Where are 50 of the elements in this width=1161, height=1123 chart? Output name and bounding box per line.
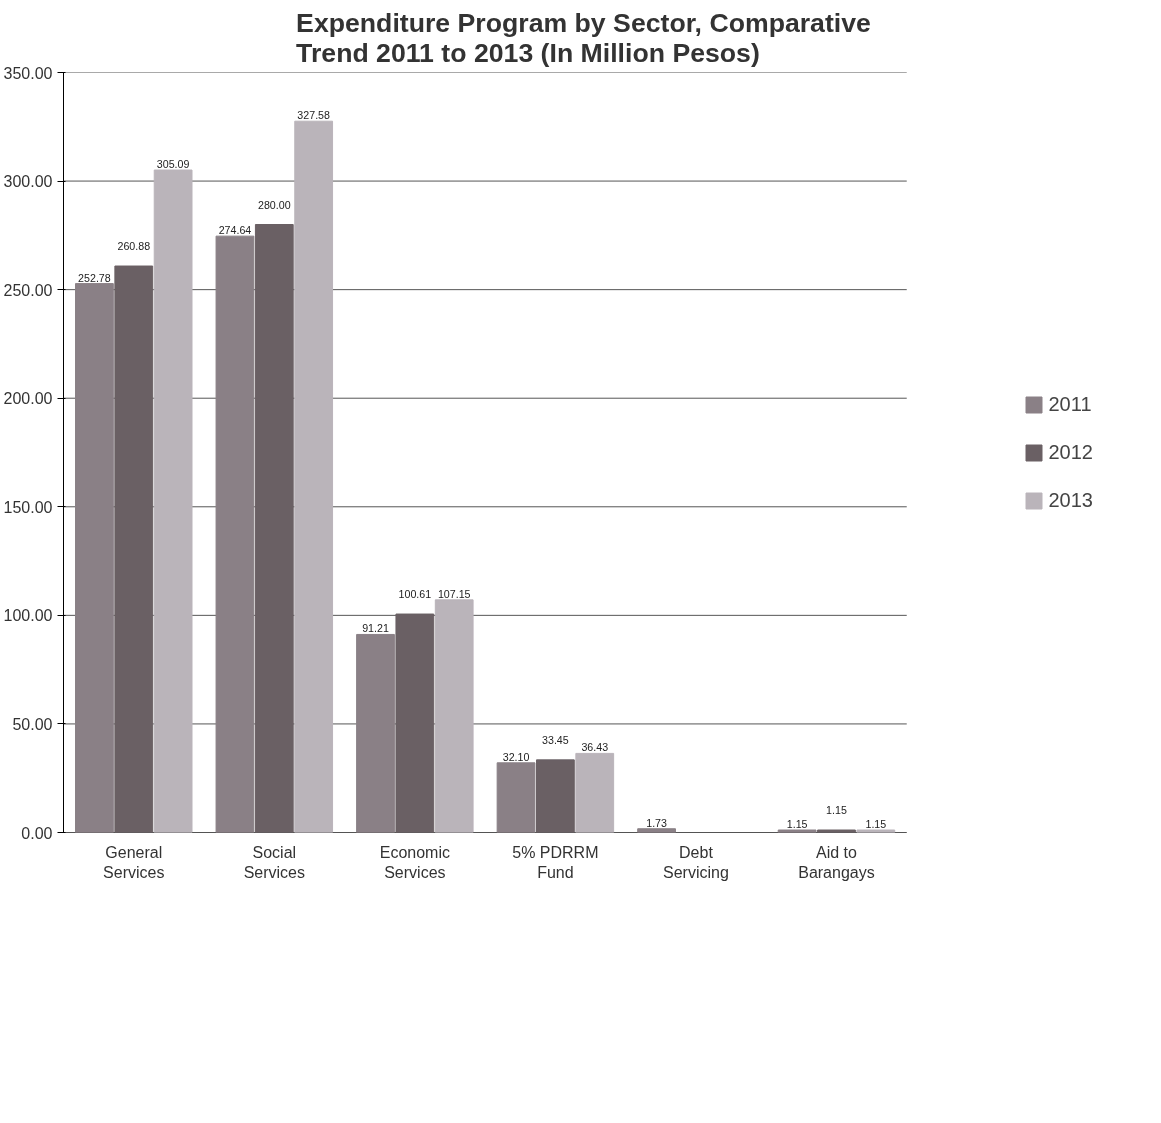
y-tick-label: 350.00 <box>3 64 53 82</box>
data-label: 1.73 <box>646 816 668 829</box>
x-tick-label: Debt Servicing <box>663 843 729 881</box>
x-tick-label: Social Services <box>243 843 305 881</box>
bar <box>294 120 334 833</box>
bar <box>434 599 474 833</box>
x-tick-label: 5% PDRRM Fund <box>512 843 599 881</box>
data-label: 327.58 <box>297 109 331 122</box>
bar <box>856 829 896 833</box>
x-tick-label: Economic Services <box>379 843 450 881</box>
y-tick-label: 250.00 <box>3 281 53 299</box>
y-tick-label: 300.00 <box>3 173 53 191</box>
bar <box>817 829 856 833</box>
y-tick-label: 150.00 <box>3 498 53 516</box>
data-label: 260.88 <box>117 240 151 253</box>
bar <box>75 283 114 833</box>
bar <box>536 759 575 833</box>
data-label: 100.61 <box>398 588 432 601</box>
data-label: 33.45 <box>542 733 569 746</box>
x-tick-label: General Services <box>103 843 165 881</box>
data-label: 91.21 <box>362 622 389 635</box>
data-label: 36.43 <box>581 741 609 754</box>
legend-label: 2011 <box>1048 392 1092 416</box>
data-label: 1.15 <box>786 818 808 830</box>
data-label: 274.64 <box>218 224 252 237</box>
bar <box>114 265 154 833</box>
legend-label: 2013 <box>1048 488 1093 512</box>
y-tick-label: 0.00 <box>21 824 53 842</box>
y-tick-label: 200.00 <box>3 390 53 408</box>
bar <box>395 613 435 833</box>
bar <box>777 829 817 833</box>
bar <box>153 169 193 833</box>
bar <box>215 235 255 833</box>
data-label: 1.15 <box>826 804 847 816</box>
bar <box>496 762 536 833</box>
x-tick-label: Aid to Barangays <box>798 843 875 881</box>
chart-title: Expenditure Program by Sector, Comparative Trend 2011 to 2013 (In Million Pesos) <box>296 7 871 68</box>
data-label: 305.09 <box>156 158 190 171</box>
data-label: 1.15 <box>865 818 887 830</box>
y-tick-label: 50.00 <box>12 715 53 733</box>
data-label: 32.10 <box>502 750 530 763</box>
bar <box>254 224 294 833</box>
data-label: 107.15 <box>437 587 471 600</box>
data-label: 252.78 <box>78 271 111 284</box>
bar <box>637 828 676 833</box>
data-label: 280.00 <box>258 198 291 211</box>
legend-label: 2012 <box>1048 440 1093 464</box>
y-tick-label: 100.00 <box>3 607 53 625</box>
bar <box>356 633 395 833</box>
bar <box>575 752 615 833</box>
